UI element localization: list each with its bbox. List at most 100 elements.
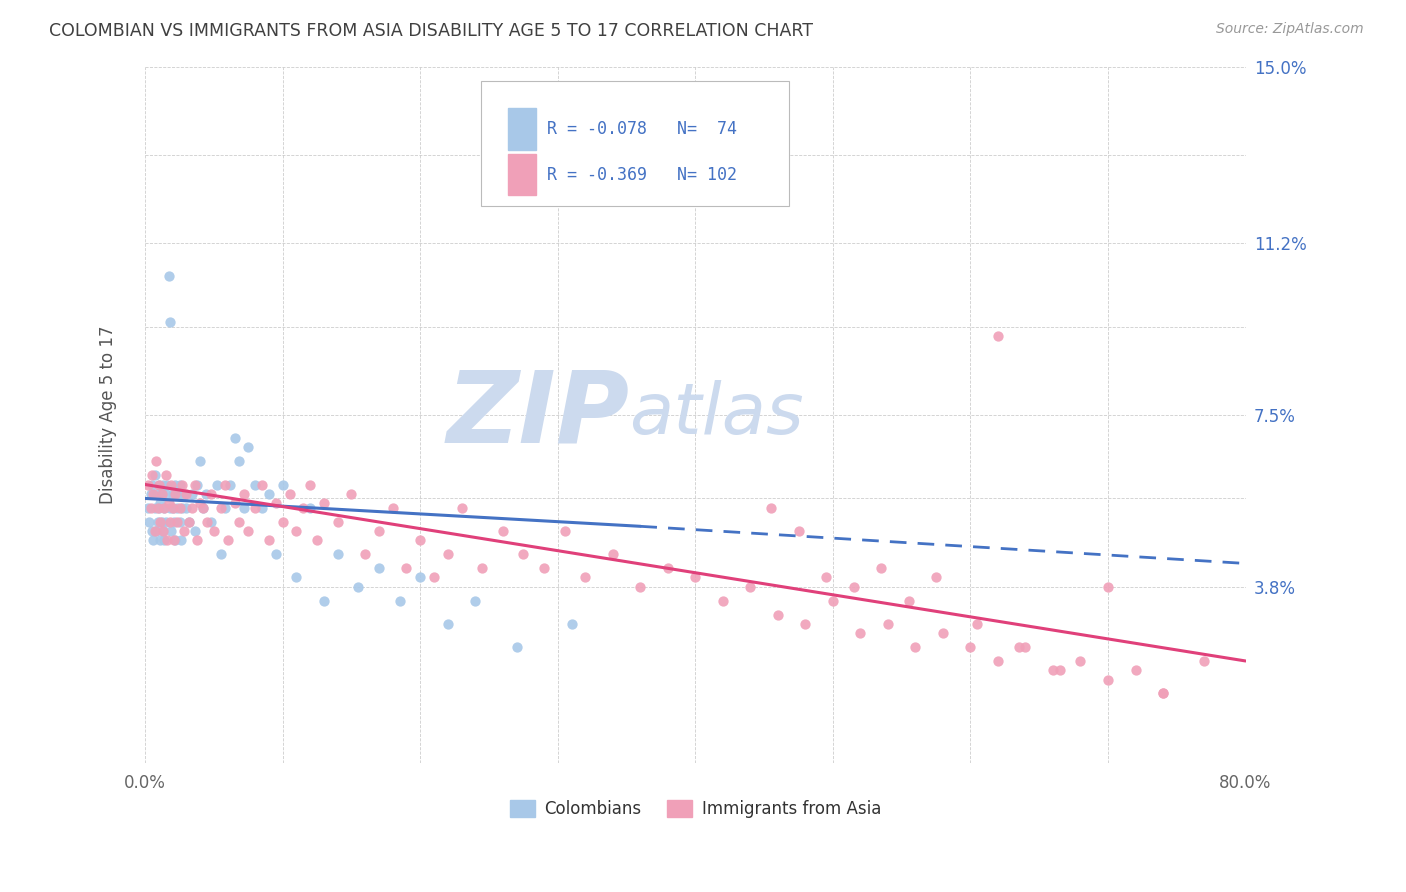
Point: [160, 524, 183, 538]
Point: [179, 515, 201, 529]
Point: [285, 570, 308, 584]
Point: [183, 524, 205, 538]
Point: [136, 477, 159, 491]
Point: [264, 496, 287, 510]
Point: [250, 500, 273, 515]
Point: [166, 515, 188, 529]
Text: R = -0.078   N=  74: R = -0.078 N= 74: [547, 120, 737, 138]
Point: [169, 477, 191, 491]
Point: [142, 487, 165, 501]
Point: [141, 524, 163, 538]
Point: [533, 561, 555, 575]
Point: [747, 161, 769, 176]
Point: [464, 593, 486, 607]
Point: [228, 454, 250, 468]
Point: [628, 580, 651, 594]
Point: [257, 533, 280, 548]
Point: [180, 487, 202, 501]
Legend: Colombians, Immigrants from Asia: Colombians, Immigrants from Asia: [503, 793, 887, 824]
Point: [1049, 663, 1071, 677]
Point: [312, 593, 335, 607]
Point: [228, 515, 250, 529]
Point: [145, 524, 167, 538]
Point: [186, 533, 208, 548]
Point: [200, 487, 222, 501]
Point: [307, 533, 329, 548]
Point: [159, 515, 181, 529]
Point: [148, 477, 170, 491]
Point: [512, 547, 534, 561]
FancyBboxPatch shape: [509, 109, 536, 150]
Text: Source: ZipAtlas.com: Source: ZipAtlas.com: [1216, 22, 1364, 37]
Point: [205, 477, 228, 491]
Point: [233, 500, 256, 515]
Point: [814, 570, 837, 584]
Point: [759, 500, 782, 515]
Point: [285, 524, 308, 538]
Point: [354, 547, 377, 561]
Point: [191, 500, 214, 515]
Point: [842, 580, 865, 594]
Point: [1007, 640, 1029, 654]
Point: [202, 524, 225, 538]
Point: [238, 441, 260, 455]
Text: COLOMBIAN VS IMMIGRANTS FROM ASIA DISABILITY AGE 5 TO 17 CORRELATION CHART: COLOMBIAN VS IMMIGRANTS FROM ASIA DISABI…: [49, 22, 813, 40]
Point: [139, 487, 162, 501]
Point: [554, 524, 576, 538]
Point: [165, 487, 187, 501]
Point: [214, 477, 236, 491]
Point: [312, 496, 335, 510]
Point: [163, 515, 186, 529]
Point: [1097, 673, 1119, 687]
Point: [409, 570, 432, 584]
Point: [148, 500, 170, 515]
Point: [188, 454, 211, 468]
Point: [155, 468, 177, 483]
Point: [1152, 686, 1174, 700]
Point: [136, 500, 159, 515]
Point: [172, 500, 194, 515]
Point: [138, 515, 160, 529]
Point: [381, 500, 404, 515]
Point: [209, 547, 232, 561]
Point: [492, 524, 515, 538]
Point: [217, 533, 239, 548]
Point: [711, 593, 734, 607]
FancyBboxPatch shape: [481, 80, 789, 206]
Point: [152, 477, 174, 491]
Point: [1152, 686, 1174, 700]
Point: [326, 515, 349, 529]
FancyBboxPatch shape: [509, 153, 536, 195]
Point: [195, 515, 218, 529]
Point: [987, 654, 1010, 668]
Point: [167, 487, 190, 501]
Point: [162, 500, 184, 515]
Point: [1125, 663, 1147, 677]
Point: [209, 500, 232, 515]
Point: [155, 515, 177, 529]
Point: [176, 500, 198, 515]
Point: [179, 515, 201, 529]
Point: [165, 477, 187, 491]
Point: [159, 500, 181, 515]
Point: [849, 626, 872, 640]
Text: atlas: atlas: [630, 380, 804, 450]
Point: [152, 524, 174, 538]
Point: [299, 500, 322, 515]
Point: [143, 468, 166, 483]
Point: [155, 487, 177, 501]
Point: [243, 500, 266, 515]
Point: [173, 524, 195, 538]
Point: [152, 524, 174, 538]
Point: [897, 593, 920, 607]
Point: [368, 524, 391, 538]
Point: [169, 500, 191, 515]
Point: [149, 515, 172, 529]
Point: [172, 477, 194, 491]
Point: [141, 468, 163, 483]
Point: [176, 487, 198, 501]
Point: [186, 477, 208, 491]
Point: [143, 524, 166, 538]
Point: [1014, 640, 1036, 654]
Point: [224, 431, 246, 445]
